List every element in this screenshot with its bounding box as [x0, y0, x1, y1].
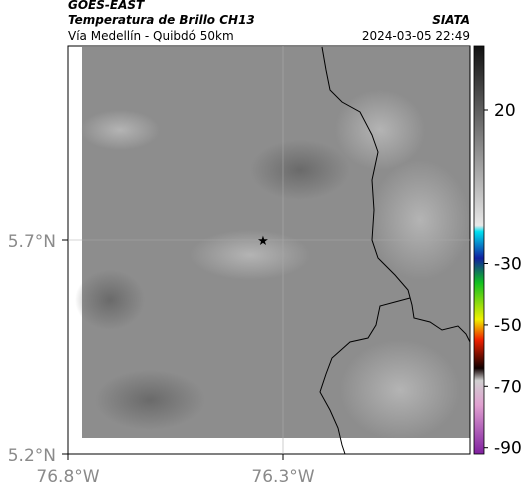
source-label: SIATA — [432, 13, 470, 27]
location-marker: ★ — [257, 234, 269, 249]
map-frame — [67, 45, 471, 455]
lat-label: 5.2°N — [8, 446, 56, 466]
border-line — [319, 297, 411, 455]
colorbar — [473, 45, 485, 455]
colorbar-label: -70 — [494, 377, 522, 397]
region-label: Vía Medellín - Quibdó 50km — [68, 29, 234, 43]
product-title: Temperatura de Brillo CH13 — [68, 13, 255, 27]
coastline — [321, 46, 471, 343]
colorbar-label: 20 — [494, 101, 516, 121]
lon-label: 76.3°W — [251, 467, 314, 487]
colorbar-label: -50 — [494, 316, 522, 336]
colorbar-label: -30 — [494, 255, 522, 275]
lat-label: 5.7°N — [8, 232, 56, 252]
timestamp: 2024-03-05 22:49 — [362, 29, 470, 43]
colorbar-label: -90 — [494, 439, 522, 459]
lon-label: 76.8°W — [36, 467, 99, 487]
satellite-name: GOES-EAST — [68, 0, 145, 12]
satellite-image — [75, 47, 470, 440]
